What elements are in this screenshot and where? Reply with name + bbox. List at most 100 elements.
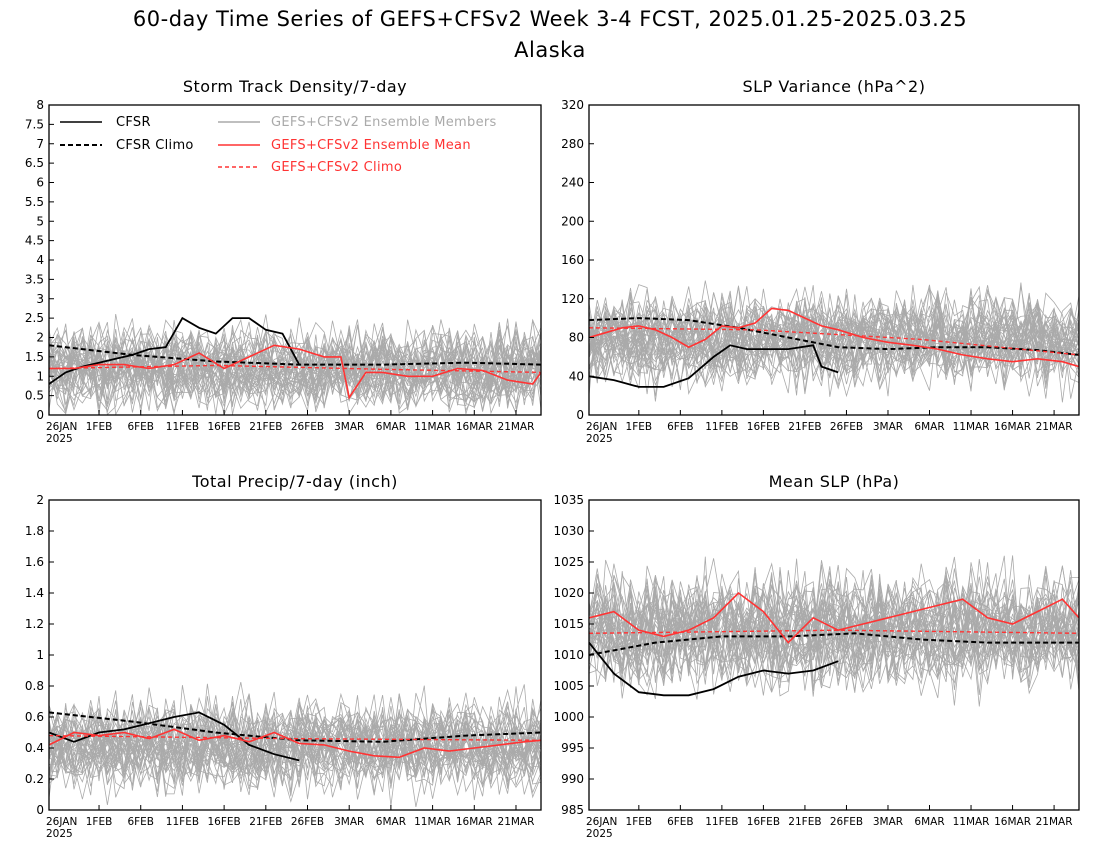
plot-area — [589, 280, 1079, 403]
ensemble-member-line — [589, 568, 1079, 706]
x-year-label: 2025 — [586, 433, 613, 445]
y-tick-label: 1.2 — [25, 617, 44, 631]
y-tick-label: 4.5 — [25, 234, 44, 248]
y-tick-label: 0.8 — [25, 679, 44, 693]
x-tick-label: 11FEB — [705, 816, 738, 828]
ensemble-member-line — [49, 331, 541, 415]
x-year-label: 2025 — [46, 828, 73, 840]
legend-label-gefs-cfsv2-climo: GEFS+CFSv2 Climo — [271, 160, 402, 175]
x-tick-label: 6FEB — [127, 816, 154, 828]
x-tick-label: 11MAR — [414, 421, 451, 433]
x-tick-label: 21MAR — [1036, 816, 1073, 828]
ensemble-member-line — [589, 574, 1079, 680]
ensemble-member-line — [589, 565, 1079, 693]
series-line-cfsr-climo — [49, 344, 541, 366]
series-line-cfsr — [589, 642, 839, 697]
chart-title: SLP Variance (hPa^2) — [743, 77, 926, 96]
y-tick-label: 2 — [36, 331, 44, 345]
ensemble-member-line — [589, 297, 1079, 396]
chart-title: Total Precip/7-day (inch) — [191, 472, 398, 491]
x-tick-label: 11MAR — [953, 421, 990, 433]
x-tick-label: 11MAR — [414, 816, 451, 828]
x-tick-label: 21MAR — [498, 421, 535, 433]
series-line-cfsr-climo — [589, 632, 1079, 656]
ensemble-member-line — [589, 293, 1079, 392]
x-tick-label: 1FEB — [86, 816, 113, 828]
y-tick-label: 1030 — [553, 524, 584, 538]
y-tick-label: 985 — [561, 803, 584, 817]
x-tick-label: 6MAR — [914, 421, 944, 433]
x-tick-label: 6MAR — [376, 421, 406, 433]
y-tick-label: 995 — [561, 741, 584, 755]
figure-title-line1: 60-day Time Series of GEFS+CFSv2 Week 3-… — [132, 7, 968, 31]
x-tick-label: 21FEB — [788, 421, 821, 433]
x-tick-label: 16MAR — [456, 816, 493, 828]
x-tick-label: 3MAR — [334, 816, 364, 828]
chart-panel-3: Total Precip/7-day (inch)00.20.40.60.811… — [25, 472, 542, 840]
ensemble-member-line — [589, 290, 1079, 382]
y-tick-label: 3.5 — [25, 272, 44, 286]
x-tick-label: 16MAR — [994, 421, 1031, 433]
x-tick-label: 26JAN — [46, 421, 77, 433]
y-tick-label: 990 — [561, 772, 584, 786]
ensemble-member-line — [589, 296, 1079, 376]
y-tick-label: 1035 — [553, 493, 584, 507]
chart-panel-1: Storm Track Density/7-day 0 0.5 1 1.5 2 2.5 3 3.… — [25, 77, 542, 445]
y-tick-label: 120 — [561, 292, 584, 306]
x-tick-label: 16FEB — [207, 421, 240, 433]
x-tick-label: 3MAR — [873, 816, 903, 828]
y-tick-label: 1015 — [553, 617, 584, 631]
x-tick-label: 26FEB — [830, 421, 863, 433]
x-tick-label: 16FEB — [207, 816, 240, 828]
ensemble-member-line — [589, 286, 1079, 389]
x-tick-label: 21MAR — [498, 816, 535, 828]
x-tick-label: 26FEB — [830, 816, 863, 828]
series-line-cfsr — [49, 316, 300, 385]
chart-legend: CFSR CFSR Climo GEFS+CFSv2 Ensemble Member… — [60, 115, 497, 175]
series-line-gefs-cfsv2-climo — [589, 629, 1079, 634]
chart-panel-4: Mean SLP (hPa) 985 990 995 1000 1005 1010 1015 1… — [553, 472, 1080, 840]
x-tick-label: 11FEB — [166, 816, 199, 828]
ensemble-member-line — [49, 694, 541, 797]
x-tick-label: 16MAR — [456, 421, 493, 433]
ensemble-member-line — [49, 683, 541, 786]
y-tick-label: 6.5 — [25, 156, 44, 170]
legend-label-cfsr-climo: CFSR Climo — [116, 138, 194, 153]
x-tick-label: 3MAR — [334, 421, 364, 433]
chart-panel-2: SLP Variance (hPa^2) 0 40 80 120 160 200 240 280… — [561, 77, 1080, 445]
x-tick-label: 16MAR — [994, 816, 1031, 828]
y-tick-label: 0.4 — [25, 741, 44, 755]
y-tick-label: 1.6 — [25, 555, 44, 569]
series-line-cfsr-climo — [49, 711, 541, 743]
y-tick-label: 80 — [569, 331, 584, 345]
series-line-cfsr — [589, 344, 839, 388]
ensemble-member-line — [589, 558, 1079, 688]
ensemble-member-line — [589, 576, 1079, 690]
x-tick-label: 11MAR — [953, 816, 990, 828]
y-tick-label: 0.5 — [25, 389, 44, 403]
y-tick-label: 7 — [36, 137, 44, 151]
x-tick-label: 16FEB — [747, 421, 780, 433]
ensemble-member-line — [49, 686, 541, 788]
ensemble-member-line — [49, 322, 541, 410]
legend-label-gefs-cfsv2-ensemble-members: GEFS+CFSv2 Ensemble Members — [271, 115, 497, 130]
ensemble-member-line — [589, 575, 1079, 691]
y-tick-label: 200 — [561, 214, 584, 228]
y-tick-label: 0 — [36, 803, 44, 817]
y-tick-label: 320 — [561, 98, 584, 112]
y-tick-label: 7.5 — [25, 117, 44, 131]
y-tick-label: 5.5 — [25, 195, 44, 209]
ensemble-member-line — [589, 558, 1079, 686]
y-tick-label: 240 — [561, 176, 584, 190]
x-tick-label: 1FEB — [626, 421, 653, 433]
x-tick-label: 1FEB — [86, 421, 113, 433]
series-line-cfsr — [49, 711, 300, 762]
y-tick-label: 40 — [569, 369, 584, 383]
ensemble-member-line — [49, 314, 541, 413]
x-tick-label: 6FEB — [127, 421, 154, 433]
y-tick-label: 280 — [561, 137, 584, 151]
x-tick-label: 6MAR — [376, 816, 406, 828]
chart-title: Mean SLP (hPa) — [769, 472, 900, 491]
x-tick-label: 26FEB — [291, 421, 324, 433]
y-tick-label: 0.6 — [25, 710, 44, 724]
